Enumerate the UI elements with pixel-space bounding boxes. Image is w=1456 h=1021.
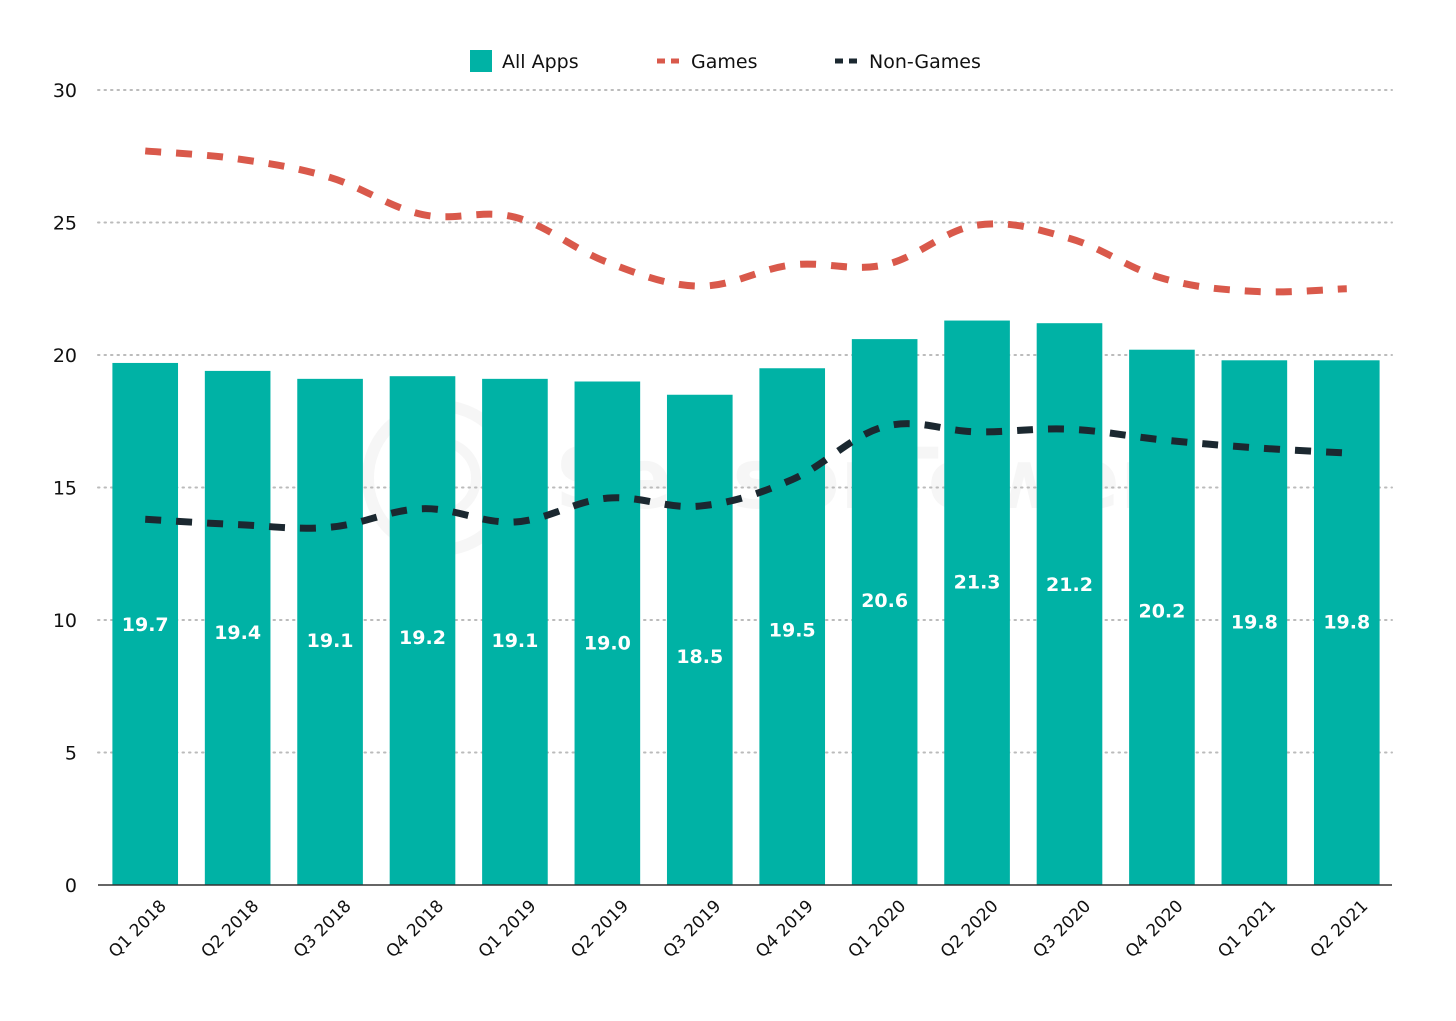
bar-all-apps[interactable] <box>666 394 733 885</box>
line-games[interactable] <box>144 147 1347 296</box>
legend-label-all-apps: All Apps <box>502 51 579 73</box>
legend-item-all-apps[interactable]: All Apps <box>470 50 579 73</box>
bar-all-apps[interactable] <box>482 378 548 885</box>
x-tick-label: Q4 2018 <box>382 896 448 962</box>
x-tick-label: Q4 2019 <box>752 896 818 962</box>
bar-data-label: 19.0 <box>584 633 631 655</box>
y-axis: 0 5 10 15 20 25 30 <box>53 80 77 897</box>
y-tick-label: 0 <box>65 875 77 897</box>
line-non-games[interactable] <box>145 420 1347 532</box>
x-axis: Q1 2018 Q2 2018 Q3 2018 Q4 2018 Q1 2019 Q2 20… <box>105 896 1372 962</box>
x-tick-label: Q3 2018 <box>290 896 356 962</box>
bar-all-apps[interactable] <box>112 362 179 885</box>
bar-data-label: 19.1 <box>491 630 538 652</box>
x-tick-label: Q2 2019 <box>567 896 633 962</box>
bar-data-label: 19.4 <box>214 622 261 644</box>
x-tick-label: Q1 2021 <box>1214 896 1280 962</box>
bar-all-apps[interactable] <box>574 381 641 886</box>
x-tick-label: Q4 2020 <box>1122 896 1188 962</box>
x-tick-label: Q2 2018 <box>198 896 264 962</box>
bar-data-labels: 19.7 19.4 19.1 19.2 19.1 19.0 18.5 19.5 20.6 21.3… <box>122 572 1370 668</box>
y-tick-label: 10 <box>53 610 77 632</box>
bar-all-apps[interactable] <box>389 376 456 885</box>
bar-data-label: 19.7 <box>122 614 169 636</box>
y-tick-label: 25 <box>53 213 77 235</box>
bar-all-apps[interactable] <box>851 339 918 886</box>
bar-all-apps[interactable] <box>1036 323 1103 885</box>
x-tick-label: Q3 2019 <box>660 896 726 962</box>
legend: All Apps Games Non-Games <box>470 50 981 73</box>
bar-data-label: 19.5 <box>769 619 816 641</box>
bar-data-label: 21.2 <box>1046 574 1093 596</box>
y-tick-label: 20 <box>53 345 77 367</box>
bar-all-apps[interactable] <box>297 378 363 885</box>
bar-data-label: 19.8 <box>1231 611 1278 633</box>
legend-item-non-games[interactable]: Non-Games <box>835 51 981 73</box>
x-tick-label: Q1 2018 <box>105 896 171 962</box>
bar-data-label: 20.2 <box>1138 601 1185 623</box>
lines <box>144 147 1347 532</box>
bar-data-label: 20.6 <box>861 590 908 612</box>
legend-label-games: Games <box>691 51 757 73</box>
x-tick-label: Q1 2020 <box>845 896 911 962</box>
x-tick-label: Q2 2020 <box>937 896 1003 962</box>
bar-data-label: 18.5 <box>676 646 723 668</box>
bar-data-label: 19.1 <box>307 630 354 652</box>
y-tick-label: 15 <box>53 478 77 500</box>
legend-label-non-games: Non-Games <box>869 51 981 73</box>
x-tick-label: Q2 2021 <box>1307 896 1373 962</box>
bar-all-apps[interactable] <box>204 370 271 885</box>
x-tick-label: Q1 2019 <box>475 896 541 962</box>
bar-all-apps[interactable] <box>759 368 826 885</box>
gridlines <box>97 89 1393 754</box>
bar-data-label: 19.8 <box>1323 611 1370 633</box>
bars-all-apps <box>112 320 1380 886</box>
y-tick-label: 5 <box>65 743 77 765</box>
bar-data-label: 19.2 <box>399 627 446 649</box>
legend-swatch-all-apps <box>470 50 492 72</box>
y-tick-label: 30 <box>53 80 77 102</box>
bar-all-apps[interactable] <box>1313 360 1380 885</box>
bar-data-label: 21.3 <box>954 572 1001 594</box>
x-tick-label: Q3 2020 <box>1029 896 1095 962</box>
legend-item-games[interactable]: Games <box>657 51 757 73</box>
bar-all-apps[interactable] <box>944 320 1010 885</box>
